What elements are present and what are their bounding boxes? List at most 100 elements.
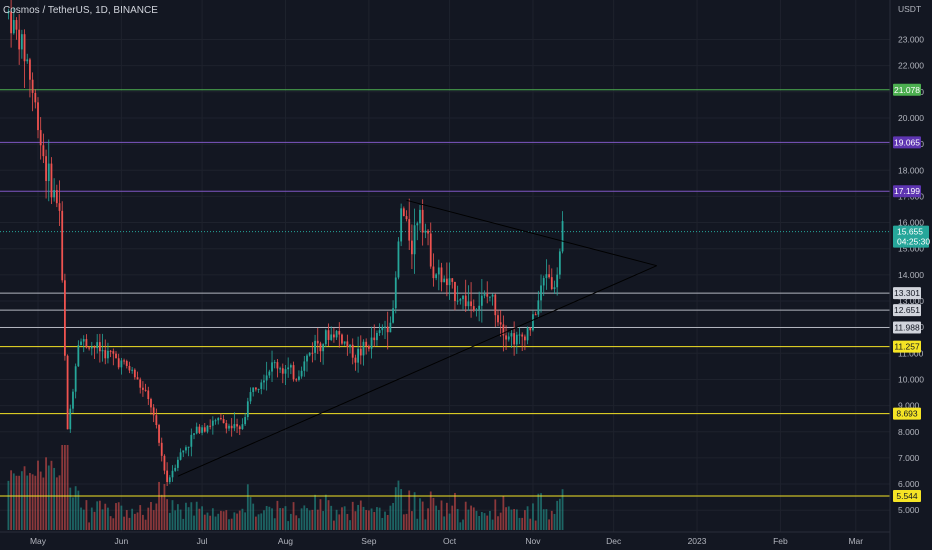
- level-price-tag: [893, 340, 921, 353]
- volume-bar: [459, 522, 462, 530]
- candle-body: [174, 467, 177, 471]
- candle-body: [163, 455, 166, 471]
- volume-bar: [115, 503, 117, 530]
- candle-body: [548, 274, 550, 278]
- volume-bar: [268, 506, 271, 530]
- volume-bar: [505, 507, 507, 530]
- candle-body: [338, 331, 341, 335]
- level-price-label: 11.257: [894, 342, 920, 352]
- volume-bar: [163, 484, 166, 530]
- candle-body: [405, 216, 408, 220]
- candle-body: [491, 294, 494, 297]
- candle-body: [150, 399, 152, 408]
- volume-bar: [427, 508, 429, 530]
- volume-bar: [90, 507, 93, 530]
- volume-bar: [55, 477, 58, 530]
- volume-bar: [176, 504, 179, 530]
- volume-bar: [131, 508, 134, 530]
- volume-bar: [373, 511, 376, 530]
- volume-bar: [85, 500, 88, 530]
- candle-body: [561, 221, 564, 252]
- volume-bar: [448, 513, 451, 530]
- candle-body: [15, 20, 18, 30]
- time-axis: May Jun Jul Aug Sep Oct Nov Dec 2023 Feb Mar: [0, 531, 890, 546]
- candle-body: [397, 241, 400, 278]
- candle-body: [311, 352, 314, 354]
- volume-bar: [125, 510, 128, 530]
- candle-body: [93, 346, 96, 349]
- volume-bar: [12, 473, 15, 530]
- triangle-trendlines: [177, 199, 657, 477]
- volume-bar: [139, 505, 142, 530]
- volume-bar: [276, 500, 279, 530]
- volume-bar: [220, 510, 222, 530]
- volume-bar: [480, 511, 483, 530]
- candle-body: [281, 368, 284, 374]
- candle-body: [257, 388, 260, 390]
- volume-bar: [190, 502, 193, 530]
- candle-body: [252, 387, 255, 393]
- volume-bar: [252, 503, 255, 530]
- candle-body: [316, 340, 319, 344]
- candle-body: [195, 426, 198, 434]
- time-tick-label: Jul: [197, 536, 208, 546]
- candle-body: [193, 433, 195, 435]
- candle-body: [319, 343, 322, 352]
- volume-bar: [349, 520, 351, 530]
- level-price-tag: [893, 83, 921, 96]
- candle-body: [289, 365, 292, 368]
- candle-body: [365, 341, 368, 346]
- candle-body: [435, 274, 438, 279]
- candle-body: [72, 391, 74, 409]
- candle-body: [330, 334, 333, 340]
- candle-body: [263, 380, 265, 383]
- time-tick-label: Dec: [606, 536, 622, 546]
- candle-body: [529, 327, 532, 331]
- volume-bar: [308, 510, 311, 530]
- volume-bar: [311, 509, 314, 530]
- price-tick-label: 14.000: [898, 270, 924, 280]
- candle-body: [182, 450, 185, 453]
- volume-bar: [241, 508, 244, 530]
- candle-body: [489, 296, 491, 298]
- volume-bar: [289, 513, 292, 530]
- candle-body: [225, 423, 228, 429]
- volume-bar: [292, 502, 295, 530]
- volume-bar: [494, 499, 497, 530]
- candle-body: [308, 352, 311, 356]
- candle-body: [104, 350, 107, 359]
- candle-body: [168, 477, 171, 483]
- candle-body: [370, 337, 373, 349]
- volume-bar: [335, 509, 338, 530]
- candle-body: [497, 315, 499, 323]
- candle-body: [230, 425, 233, 429]
- candles: [7, 0, 564, 487]
- volume-bar: [497, 516, 499, 530]
- candle-body: [483, 294, 486, 296]
- volume-bar: [96, 501, 99, 530]
- candle-body: [300, 370, 303, 377]
- volume-bar: [142, 514, 144, 530]
- volume-bar: [61, 445, 64, 530]
- candle-body: [236, 424, 238, 427]
- volume-bar: [42, 477, 45, 530]
- level-price-label: 8.693: [896, 409, 918, 419]
- volume-bar: [203, 514, 206, 530]
- candle-body: [362, 341, 365, 356]
- volume-bar: [306, 508, 308, 530]
- candle-body: [82, 339, 85, 342]
- candle-body: [268, 371, 271, 376]
- volume-bar: [193, 515, 195, 530]
- volume-bar: [263, 510, 265, 530]
- candle-body: [185, 447, 187, 451]
- candle-body: [271, 362, 273, 372]
- candle-body: [198, 426, 201, 433]
- volume-bar: [327, 500, 330, 530]
- volume-bar: [359, 500, 362, 530]
- volume-bar: [69, 487, 72, 530]
- volume-bar: [432, 497, 435, 530]
- candle-body: [26, 59, 29, 62]
- volume-bar: [472, 507, 475, 530]
